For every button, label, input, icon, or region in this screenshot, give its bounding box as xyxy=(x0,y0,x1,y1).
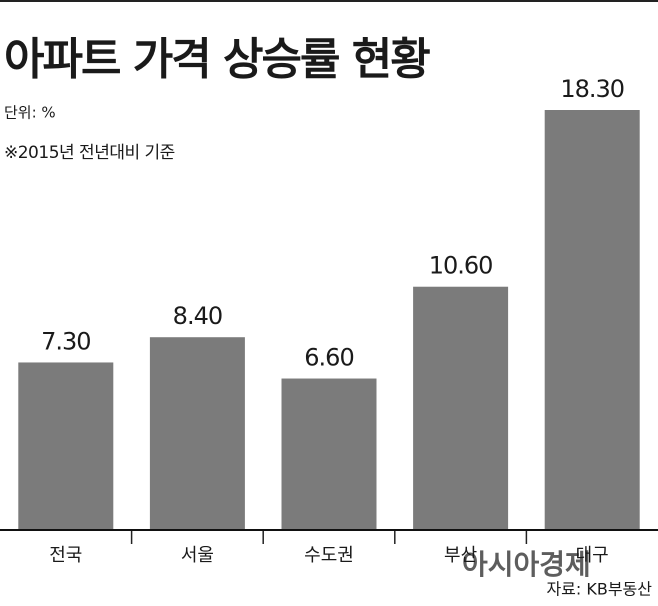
value-label: 6.60 xyxy=(304,344,353,372)
source: 자료: KB부동산 xyxy=(546,580,652,599)
bar xyxy=(544,110,640,530)
chart-title: 아파트 가격 상승률 현황 xyxy=(4,34,430,85)
unit-label: 단위: % xyxy=(4,104,56,122)
x-tick-label: 수도권 xyxy=(304,545,354,566)
bar xyxy=(281,378,377,530)
x-tick-label: 전국 xyxy=(49,545,82,566)
value-label: 7.30 xyxy=(41,327,90,355)
bar xyxy=(413,286,509,530)
bar xyxy=(18,362,114,530)
bar xyxy=(149,337,245,530)
watermark: 아시아경제 xyxy=(462,548,591,581)
value-label: 8.40 xyxy=(173,302,222,330)
x-tick-label: 서울 xyxy=(181,545,214,566)
note: ※2015년 전년대비 기준 xyxy=(4,143,175,163)
x-tick-label: 부산 xyxy=(444,545,477,566)
value-label: 18.30 xyxy=(560,75,624,103)
x-tick-label: 대구 xyxy=(576,545,609,566)
value-label: 10.60 xyxy=(429,252,493,280)
